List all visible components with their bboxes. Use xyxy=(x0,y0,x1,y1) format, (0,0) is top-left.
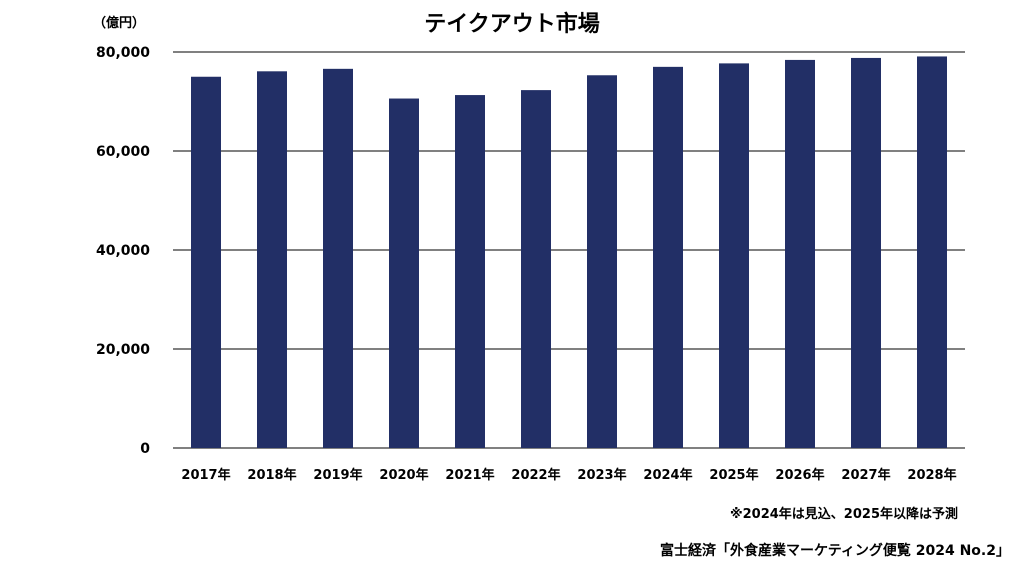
x-tick-label: 2023年 xyxy=(577,467,626,483)
bar xyxy=(785,59,815,449)
bar xyxy=(719,63,749,448)
bar xyxy=(917,56,947,449)
x-tick-label: 2019年 xyxy=(313,467,362,483)
forecast-note: ※2024年は見込、2025年以降は予測 xyxy=(729,507,958,522)
x-tick-label: 2017年 xyxy=(181,467,230,483)
bar xyxy=(257,71,287,449)
bar xyxy=(851,57,881,448)
x-tick-label: 2028年 xyxy=(907,467,956,483)
chart-title: テイクアウト市場 xyxy=(424,12,600,37)
bar xyxy=(653,66,683,448)
x-tick-label: 2024年 xyxy=(643,467,692,483)
y-tick-label: 80,000 xyxy=(96,45,150,61)
x-tick-label: 2026年 xyxy=(775,467,824,483)
y-axis-unit-label: （億円） xyxy=(93,16,146,31)
x-tick-label: 2022年 xyxy=(511,467,560,483)
source-citation: 富士経済「外食産業マーケティング便覧 2024 No.2」 xyxy=(660,543,1010,559)
x-tick-label: 2021年 xyxy=(445,467,494,483)
y-tick-label: 60,000 xyxy=(96,144,150,160)
bar xyxy=(323,68,353,448)
bar xyxy=(521,90,551,449)
x-tick-label: 2025年 xyxy=(709,467,758,483)
y-tick-label: 40,000 xyxy=(96,243,150,259)
bar xyxy=(587,75,617,448)
y-tick-label: 20,000 xyxy=(96,342,150,358)
bar xyxy=(389,98,419,448)
bar xyxy=(191,76,221,448)
x-tick-label: 2020年 xyxy=(379,467,428,483)
bar xyxy=(455,95,485,448)
x-tick-label: 2018年 xyxy=(247,467,296,483)
y-tick-label: 0 xyxy=(140,441,150,457)
x-tick-label: 2027年 xyxy=(841,467,890,483)
